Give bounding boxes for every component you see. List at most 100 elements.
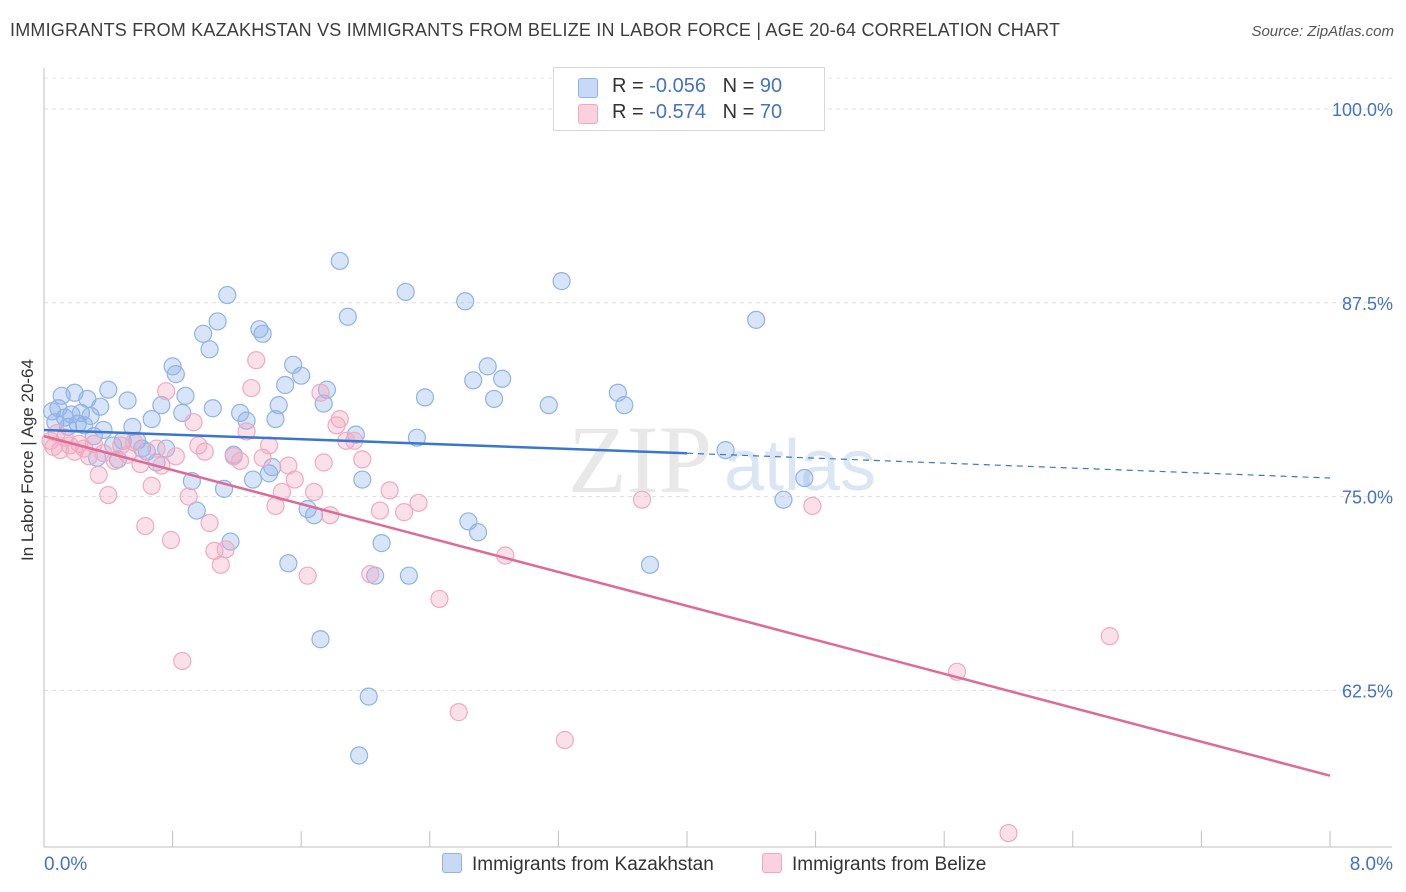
point-kazakhstan (456, 292, 475, 311)
point-kazakhstan (464, 371, 483, 390)
point-belize (231, 451, 250, 471)
y-axis-label: In Labor Force | Age 20-64 (18, 359, 37, 561)
point-kazakhstan (166, 365, 185, 384)
series-kazakhstan-points (42, 251, 814, 765)
point-kazakhstan (276, 375, 295, 395)
point-belize (142, 476, 161, 495)
source-label: Source: ZipAtlas.com (1251, 23, 1394, 40)
point-kazakhstan (747, 310, 766, 329)
point-kazakhstan (176, 386, 195, 405)
point-belize (394, 503, 414, 522)
legend-n-value: 70 (759, 101, 783, 123)
point-belize (237, 422, 256, 441)
point-kazakhstan (468, 523, 488, 542)
point-belize (200, 513, 219, 533)
legend-n-label: N = (722, 101, 760, 123)
point-kazakhstan (118, 391, 137, 410)
point-kazakhstan (716, 440, 735, 460)
point-belize (632, 490, 652, 509)
point-kazakhstan (123, 417, 142, 436)
point-belize (430, 589, 449, 609)
point-belize (99, 485, 118, 505)
legend-r-label: R = (612, 101, 650, 123)
point-kazakhstan (91, 397, 110, 416)
point-belize (157, 382, 176, 401)
point-kazakhstan (552, 272, 571, 291)
point-kazakhstan (399, 566, 419, 585)
point-kazakhstan (243, 470, 263, 489)
y-tick-label: 62.5% (1342, 681, 1393, 701)
point-kazakhstan (218, 285, 237, 305)
point-belize (304, 482, 324, 502)
point-kazakhstan (208, 312, 227, 331)
tick-labels: 62.5% 75.0% 87.5% 100.0% 0.0% 8.0% (44, 100, 1393, 875)
watermark-zip: ZIP (568, 406, 712, 513)
point-kazakhstan (157, 439, 176, 458)
point-belize (179, 487, 198, 506)
point-kazakhstan (349, 746, 369, 765)
legend-swatch-kazakhstan (442, 853, 462, 873)
legend-item-belize: Immigrants from Belize (762, 853, 986, 876)
point-belize (555, 730, 574, 750)
point-belize (330, 409, 349, 429)
legend-swatch-belize (762, 853, 782, 873)
point-kazakhstan (314, 394, 333, 413)
point-belize (89, 465, 108, 485)
point-kazakhstan (539, 396, 558, 415)
point-kazakhstan (372, 534, 391, 553)
point-belize (449, 703, 468, 722)
point-belize (147, 439, 166, 458)
point-belize (136, 516, 155, 536)
point-belize (247, 351, 266, 370)
point-kazakhstan (253, 324, 272, 343)
y-tick-label: 75.0% (1342, 488, 1393, 508)
y-tick-label: 87.5% (1342, 294, 1393, 314)
watermark-atlas: atlas (724, 426, 876, 506)
point-kazakhstan (774, 490, 793, 509)
point-kazakhstan (200, 340, 219, 359)
point-belize (311, 383, 330, 402)
legend-r-value: -0.574 (649, 101, 706, 123)
point-kazakhstan (194, 324, 213, 343)
trend-kazakhstan-dashed (686, 452, 1331, 479)
point-kazakhstan (353, 470, 372, 489)
point-belize (1100, 627, 1119, 646)
point-kazakhstan (615, 396, 634, 415)
point-belize (380, 481, 399, 500)
point-kazakhstan (346, 425, 365, 444)
point-kazakhstan (485, 389, 504, 409)
x-tick-label: 8.0% (1350, 854, 1393, 875)
point-kazakhstan (795, 468, 814, 488)
trend-belize (43, 434, 1331, 777)
point-kazakhstan (142, 409, 161, 429)
point-kazakhstan (266, 409, 285, 429)
point-kazakhstan (478, 357, 497, 376)
legend-n-label: N = (722, 75, 760, 97)
point-belize (314, 453, 333, 472)
point-belize (409, 493, 428, 512)
legend-swatch-kazakhstan (578, 78, 598, 98)
point-belize (370, 501, 390, 520)
point-belize (803, 496, 822, 516)
point-belize (161, 530, 181, 550)
y-tick-label: 100.0% (1332, 100, 1393, 120)
point-kazakhstan (99, 380, 118, 399)
point-belize (195, 442, 214, 461)
point-kazakhstan (269, 396, 288, 415)
point-kazakhstan (152, 396, 171, 415)
legend-item-kazakhstan: Immigrants from Kazakhstan (442, 853, 714, 876)
point-kazakhstan (396, 282, 415, 302)
trend-lines (43, 428, 1331, 777)
point-kazakhstan (338, 307, 357, 326)
correlation-legend: R = -0.056 N = 90 R = -0.574 N = 70 (553, 67, 825, 131)
point-belize (353, 450, 372, 469)
point-belize (361, 565, 380, 584)
point-belize (184, 413, 203, 432)
point-kazakhstan (640, 555, 660, 574)
point-belize (298, 566, 317, 585)
point-belize (242, 378, 261, 398)
point-kazakhstan (311, 630, 330, 649)
point-belize (211, 555, 230, 574)
trend-kazakhstan-solid (43, 428, 688, 455)
